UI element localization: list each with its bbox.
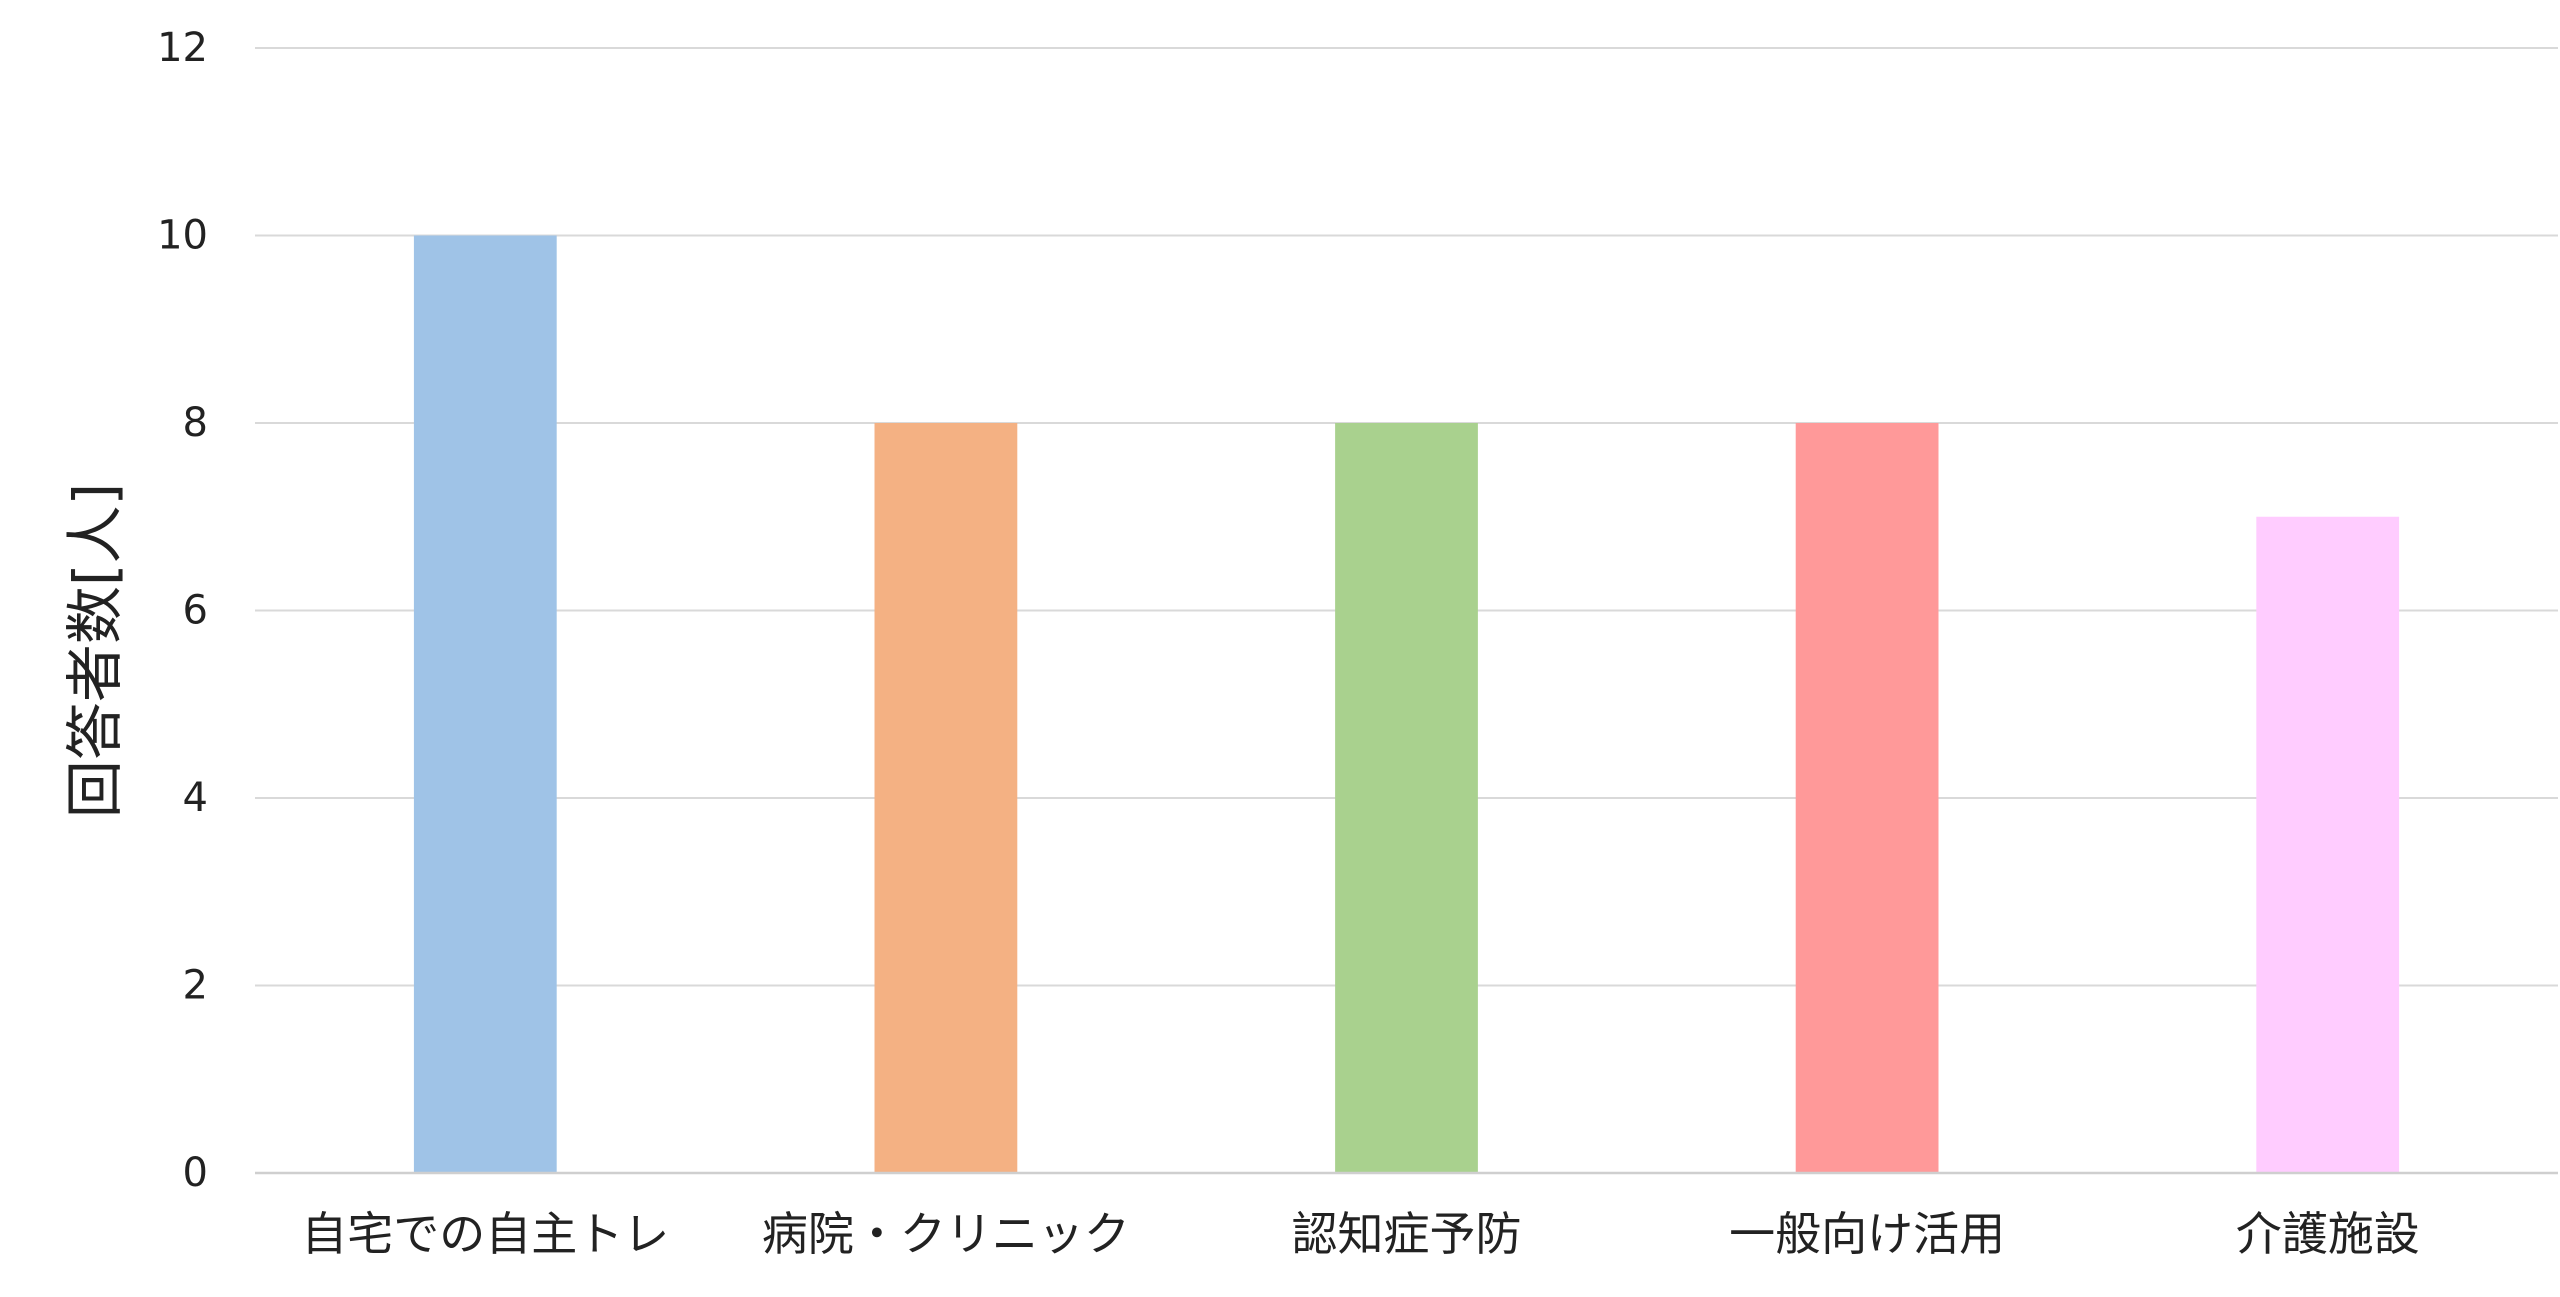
x-tick-label: 介護施設 bbox=[2236, 1207, 2420, 1261]
x-tick-label: 一般向け活用 bbox=[1729, 1207, 2005, 1261]
bar bbox=[413, 235, 557, 1173]
bars bbox=[413, 235, 2400, 1173]
bar bbox=[1335, 423, 1478, 1173]
bar bbox=[874, 423, 1018, 1173]
y-tick-label: 10 bbox=[157, 213, 208, 259]
y-tick-label: 6 bbox=[183, 588, 208, 634]
y-tick-labels: 0 2 4 6 8 10 12 bbox=[157, 25, 208, 1196]
x-tick-labels: 自宅での自主トレ 病院・クリニック 認知症予防 一般向け活用 介護施設 bbox=[301, 1207, 2419, 1261]
x-tick-label: 病院・クリニック bbox=[762, 1207, 1130, 1261]
x-tick-label: 認知症予防 bbox=[1292, 1207, 1522, 1261]
bar bbox=[1795, 423, 1939, 1173]
x-tick-label: 自宅での自主トレ bbox=[301, 1207, 669, 1261]
y-tick-label: 4 bbox=[183, 775, 208, 821]
y-tick-label: 2 bbox=[183, 963, 208, 1009]
y-axis-label: 回答者数[人] bbox=[61, 483, 129, 818]
y-tick-label: 12 bbox=[157, 25, 208, 71]
y-tick-label: 0 bbox=[183, 1150, 208, 1196]
bar bbox=[2256, 516, 2400, 1173]
y-tick-label: 8 bbox=[183, 400, 208, 446]
